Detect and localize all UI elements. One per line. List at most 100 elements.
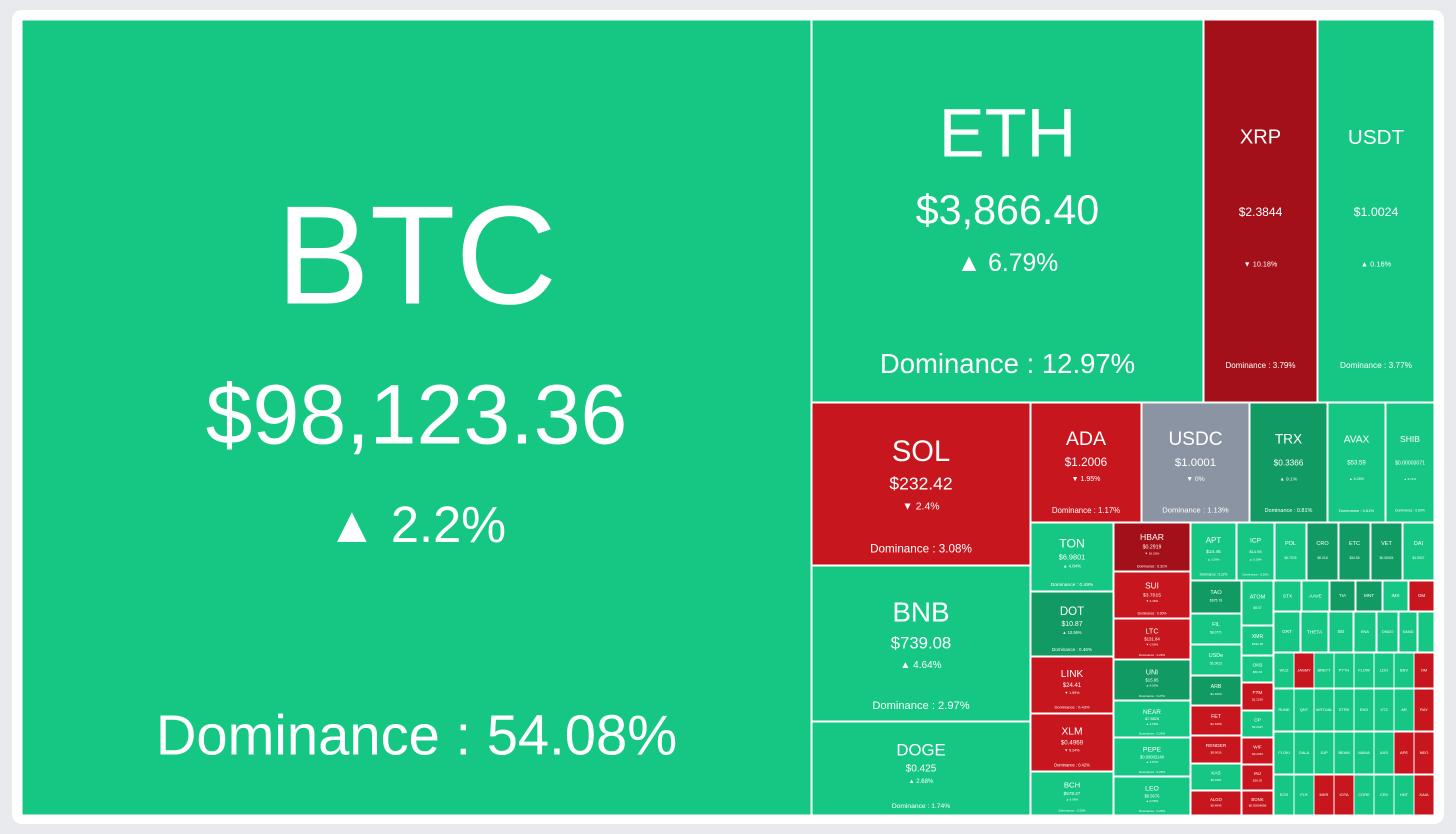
coin-tile[interactable]: OM <box>1413 652 1435 689</box>
coin-tile[interactable]: USDC $1.0001 ▼ 0% Dominance : 1.13% <box>1141 402 1250 523</box>
coin-tile[interactable]: TAO $675.78 <box>1190 580 1242 614</box>
coin-tile[interactable]: POL $0.7076 <box>1274 522 1307 581</box>
coin-tile[interactable]: APT $14.46 ▲ 1.05% Dominance : 0.22% <box>1190 522 1237 581</box>
coin-tile[interactable]: BRETT <box>1313 652 1335 689</box>
coin-tile[interactable]: XLM $0.4969 ▼ 5.24% Dominance : 0.42% <box>1030 713 1114 772</box>
coin-tile[interactable]: ETH $3,866.40 ▲ 6.79% Dominance : 12.97% <box>811 19 1204 403</box>
coin-tile[interactable]: FLOW <box>1353 652 1375 689</box>
coin-symbol: TRX <box>1275 432 1302 447</box>
coin-tile[interactable]: NEAR$7.5825▲ 2.56% Dominance : 0.26% <box>1113 700 1191 738</box>
coin-tile[interactable]: QNT <box>1293 688 1315 732</box>
coin-price: $36.03 <box>1253 778 1263 782</box>
coin-tile[interactable]: CRO $0.218 <box>1306 522 1339 581</box>
coin-tile[interactable]: MKR <box>1313 774 1335 816</box>
coin-tile[interactable]: BEAM <box>1333 731 1355 775</box>
coin-dominance: Dominance : 0.30% <box>1138 612 1167 616</box>
coin-tile[interactable]: AXS <box>1373 731 1395 775</box>
coin-tile[interactable]: CORE <box>1353 774 1375 816</box>
coin-tile[interactable]: TIA <box>1329 580 1356 612</box>
coin-tile[interactable]: STX <box>1273 580 1302 612</box>
coin-tile[interactable]: XMR $192.25 <box>1241 625 1274 656</box>
coin-tile[interactable]: SUI $3.7015▼ 2.46% Dominance : 0.30% <box>1113 571 1191 619</box>
coin-tile[interactable]: DAI $1.0007 <box>1402 522 1435 581</box>
coin-tile[interactable]: DOT $10.87 ▲ 10.56% Dominance : 0.46% <box>1030 591 1114 657</box>
coin-tile[interactable]: MANA <box>1353 731 1375 775</box>
coin-tile[interactable]: ADA $1.2006 ▼ 1.95% Dominance : 1.17% <box>1030 402 1142 523</box>
tile-background <box>1370 522 1403 581</box>
coin-tile[interactable]: CRV <box>1373 774 1395 816</box>
coin-tile[interactable]: ENS <box>1353 688 1375 732</box>
coin-tile[interactable]: XRP $2.3844 ▼ 10.18% Dominance : 3.79% <box>1203 19 1318 403</box>
coin-tile[interactable]: SHIB $0.00003071 ▲ 6.71% Dominance : 0.60% <box>1385 402 1435 523</box>
coin-tile[interactable]: OM <box>1408 580 1435 612</box>
coin-tile[interactable]: PEPE$0.00002148▲ 3.57% Dominance : 0.25% <box>1113 737 1191 777</box>
coin-tile[interactable]: ENA <box>1353 611 1377 653</box>
coin-tile[interactable]: ETC $34.55 <box>1338 522 1371 581</box>
coin-tile[interactable]: TON $6.9801 ▲ 4.84% Dominance : 0.49% <box>1030 522 1114 592</box>
coin-tile[interactable]: RAY <box>1413 688 1435 732</box>
coin-tile[interactable]: HBAR $0.2919▼ 16.23% Dominance : 0.31% <box>1113 522 1191 572</box>
coin-tile[interactable]: USDe $1.0023 <box>1190 644 1242 676</box>
coin-tile[interactable]: FLOKI <box>1273 731 1295 775</box>
coin-symbol: KAS <box>1211 771 1220 776</box>
coin-tile[interactable]: LINK $24.41 ▼ 1.99% Dominance : 0.43% <box>1030 656 1114 714</box>
coin-tile[interactable]: DOGE $0.425 ▲ 2.68% Dominance : 1.74% <box>811 721 1031 816</box>
coin-symbol: THETA <box>1307 629 1323 635</box>
coin-price: $739.08 <box>891 634 952 653</box>
coin-tile[interactable]: LEO$9.5676▲ 0.35% Dominance : 0.25% <box>1113 776 1191 816</box>
coin-tile[interactable]: AR <box>1393 688 1415 732</box>
coin-tile[interactable]: LTC$131.84▼ 0.95% Dominance : 0.29% <box>1113 618 1191 660</box>
coin-tile[interactable]: BTC $98,123.36 ▲ 2.2% Dominance : 54.08% <box>21 19 812 816</box>
coin-tile[interactable]: BCH $578.27▲ 6.06% Dominance : 0.33% <box>1030 771 1114 816</box>
coin-tile[interactable]: SOL $232.42 ▼ 2.4% Dominance : 3.08% <box>811 402 1031 566</box>
coin-tile[interactable]: VET $0.06924 <box>1370 522 1403 581</box>
coin-tile[interactable]: ATOM $9.07 <box>1241 580 1274 626</box>
coin-tile[interactable]: STRK <box>1333 688 1355 732</box>
coin-tile[interactable]: ALGO $0.4843 <box>1190 790 1242 816</box>
coin-tile[interactable]: VIRTUAL <box>1313 688 1335 732</box>
coin-tile[interactable]: HNT <box>1393 774 1415 816</box>
coin-tile[interactable]: WLD <box>1273 652 1295 689</box>
coin-price: $0.4969 <box>1061 739 1084 746</box>
coin-tile[interactable]: MNT <box>1355 580 1383 612</box>
coin-tile[interactable]: KAIA <box>1413 774 1435 816</box>
coin-tile[interactable]: EOS <box>1273 774 1295 816</box>
coin-tile[interactable]: INJ $36.03 <box>1241 764 1274 791</box>
coin-tile[interactable]: XTZ <box>1373 688 1395 732</box>
coin-tile[interactable]: AAVE <box>1301 580 1330 612</box>
coin-tile[interactable]: WIF $3.2463 <box>1241 737 1274 765</box>
coin-tile[interactable]: JASMY <box>1293 652 1315 689</box>
coin-tile[interactable]: LDO <box>1373 652 1395 689</box>
coin-tile[interactable]: BNB $739.08 ▲ 4.64% Dominance : 2.97% <box>811 565 1031 722</box>
coin-tile[interactable]: OP $3.2427 <box>1241 710 1274 738</box>
coin-tile[interactable]: BONK $0.00004896 <box>1241 790 1274 816</box>
coin-tile[interactable]: IOTA <box>1333 774 1355 816</box>
coin-tile[interactable]: AVAX $53.59 ▲ 4.26% Dominance : 0.61% <box>1327 402 1386 523</box>
coin-tile[interactable]: NEO <box>1413 731 1435 775</box>
coin-tile[interactable]: FIL $8.0771 <box>1190 613 1242 645</box>
coin-tile[interactable]: THETA <box>1300 611 1329 653</box>
coin-tile[interactable]: ARB $1.1604 <box>1190 675 1242 706</box>
coin-tile[interactable]: KAS $0.1581 <box>1190 763 1242 791</box>
coin-tile[interactable]: GALA <box>1293 731 1315 775</box>
coin-tile[interactable]: OKB $56.04 <box>1241 655 1274 683</box>
coin-symbol: QNT <box>1300 707 1309 712</box>
coin-tile[interactable]: USDT $1.0024 ▲ 0.16% Dominance : 3.77% <box>1317 19 1435 403</box>
coin-tile[interactable]: ICP $14.95 ▲ 5.19% Dominance : 0.20% <box>1236 522 1275 581</box>
coin-tile[interactable]: GRT <box>1273 611 1301 653</box>
coin-tile[interactable]: FTM $1.2236 <box>1241 682 1274 711</box>
coin-tile[interactable]: FET $1.6150 <box>1190 705 1242 736</box>
coin-tile[interactable]: FLR <box>1293 774 1315 816</box>
coin-tile[interactable]: SEI <box>1328 611 1354 653</box>
coin-tile[interactable]: RUNE <box>1273 688 1295 732</box>
coin-tile[interactable]: IMX <box>1382 580 1409 612</box>
coin-tile[interactable]: JUP <box>1313 731 1335 775</box>
coin-tile[interactable]: ONDO <box>1376 611 1399 653</box>
coin-tile[interactable]: SAND <box>1398 611 1418 653</box>
coin-tile[interactable]: APE <box>1393 731 1415 775</box>
coin-tile[interactable]: RENDER $8.9026 <box>1190 735 1242 764</box>
coin-tile[interactable]: BSV <box>1393 652 1415 689</box>
coin-tile[interactable]: UNI$15.95▲ 8.55% Dominance : 0.27% <box>1113 659 1191 701</box>
coin-tile[interactable]: TRX $0.3366 ▲ 9.1% Dominance : 0.81% <box>1249 402 1328 523</box>
coin-tile[interactable]: PYTH <box>1333 652 1355 689</box>
